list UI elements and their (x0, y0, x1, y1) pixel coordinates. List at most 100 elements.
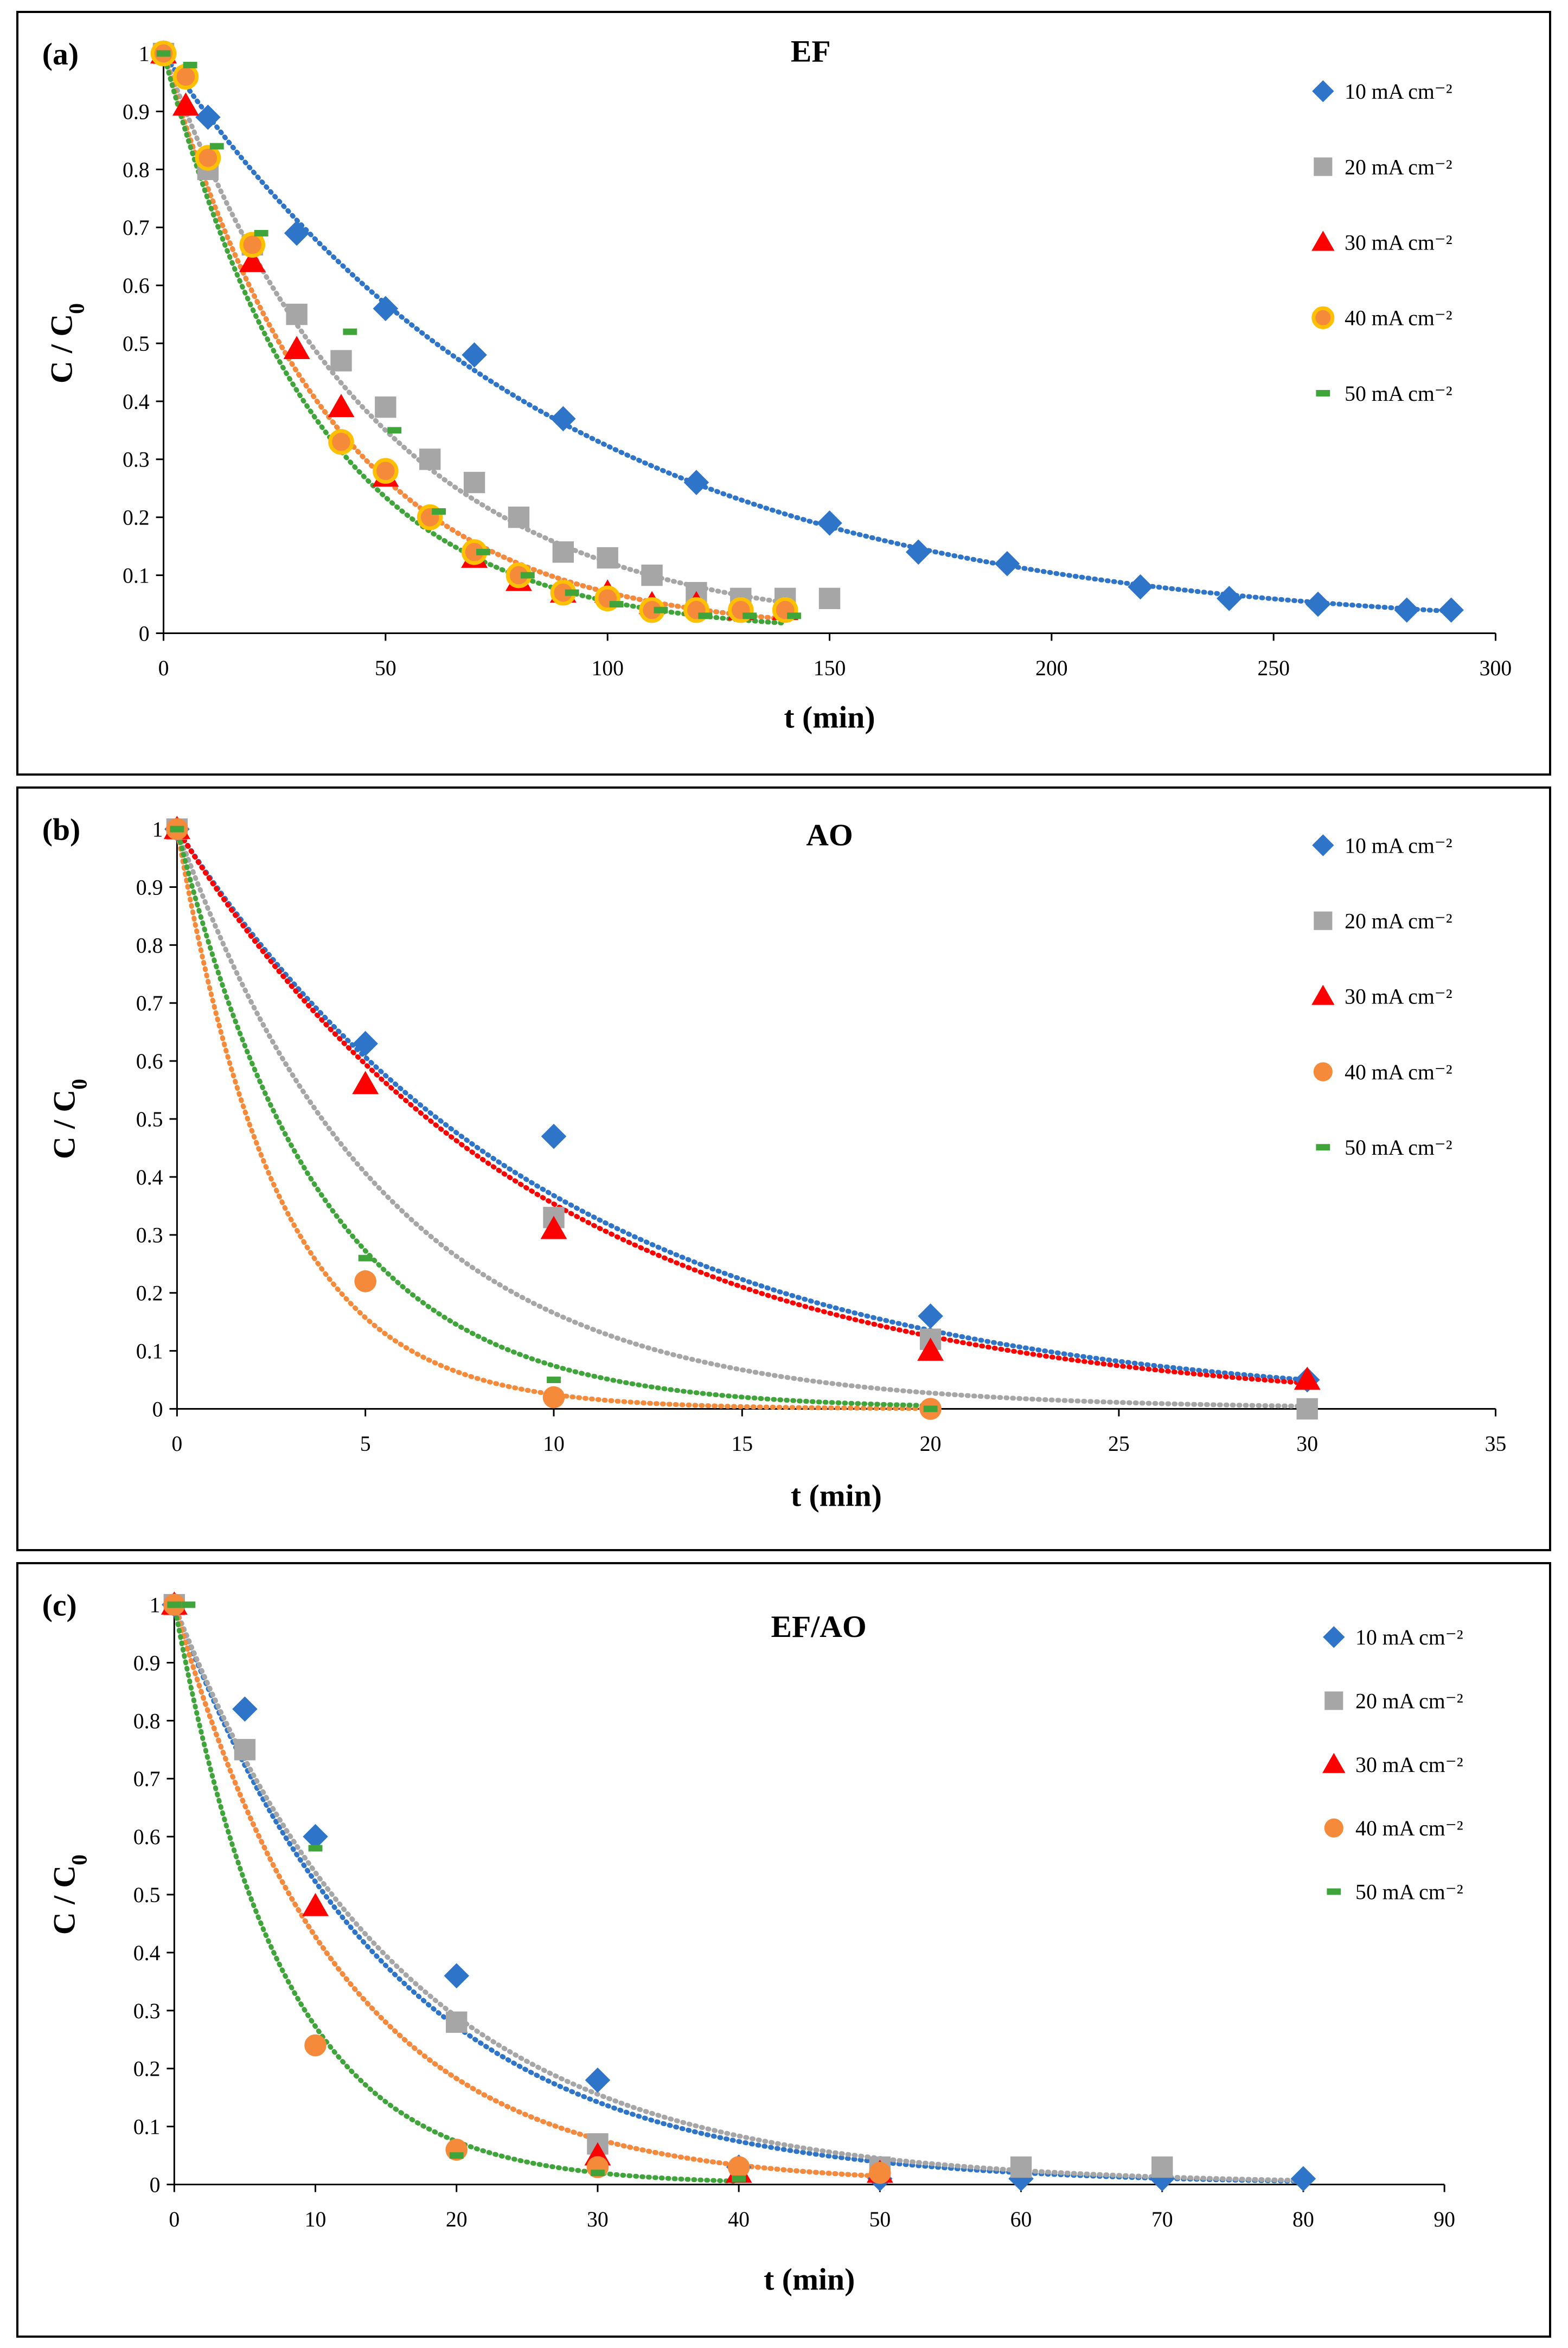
data-point (330, 350, 352, 372)
legend-label: 40 mA cm⁻² (1345, 306, 1452, 330)
legend-label: 20 mA cm⁻² (1355, 1690, 1463, 1713)
series-50 (167, 1601, 746, 2182)
chart-ef-ao: 0 10 20 30 40 50 60 70 80 90 0 0.1 0.2 0.3 0.4 0.5 0.6 0.… (42, 1588, 1463, 2296)
data-point (302, 1892, 329, 1916)
data-point (449, 2152, 464, 2159)
data-point (373, 458, 399, 484)
series-30 (161, 1591, 893, 2183)
legend-label: 20 mA cm⁻² (1345, 155, 1452, 179)
y-tick-label: 0.3 (123, 448, 150, 472)
legend-marker (1322, 1752, 1346, 1773)
y-tick-label: 0.8 (133, 1709, 161, 1733)
data-point (905, 539, 931, 565)
data-point (1294, 1366, 1321, 1390)
data-point (1010, 2156, 1032, 2178)
data-point (1394, 597, 1420, 623)
chart-title: EF (791, 34, 831, 68)
y-tick-label: 0.9 (123, 100, 150, 124)
x-axis-title: t (min) (784, 700, 875, 734)
legend-marker (1324, 1691, 1343, 1710)
data-point (542, 1386, 565, 1409)
x-tick-label: 60 (1010, 2208, 1032, 2231)
chart-title: AO (806, 818, 853, 852)
data-point (787, 612, 801, 619)
y-tick-label: 0.2 (136, 1282, 163, 1306)
data-point (172, 92, 199, 116)
legend-marker (1313, 1062, 1333, 1082)
y-tick-label: 0.2 (133, 2057, 161, 2081)
data-point (552, 541, 574, 563)
y-tick-label: 0.6 (136, 1050, 163, 1073)
legend-marker (1311, 984, 1335, 1005)
legend-label: 50 mA cm⁻² (1345, 1136, 1452, 1160)
series-30 (150, 40, 799, 620)
y-tick-label: 0.8 (123, 158, 150, 182)
series-50 (170, 826, 938, 1412)
legend-marker (1314, 157, 1333, 176)
chart-title: EF/AO (771, 1610, 867, 1644)
fit-curves (171, 1602, 1306, 2184)
y-tick-label: 0 (150, 2173, 161, 2197)
x-tick-label: 15 (731, 1432, 753, 1456)
legend-label: 30 mA cm⁻² (1355, 1753, 1463, 1777)
legend-label: 40 mA cm⁻² (1345, 1060, 1452, 1084)
fit-line-10 (174, 827, 1310, 1383)
series-40 (163, 1594, 891, 2184)
data-point (1290, 2166, 1316, 2192)
x-tick-label: 30 (587, 2208, 609, 2231)
data-point (195, 145, 221, 171)
x-tick-label: 0 (158, 656, 169, 680)
legend-marker (1312, 834, 1334, 856)
data-point (328, 394, 355, 417)
data-point (239, 248, 266, 272)
x-tick-label: 10 (543, 1432, 565, 1456)
data-point (353, 1031, 378, 1057)
fit-line-10 (171, 1602, 1306, 2184)
fit-line-20 (174, 827, 1310, 1409)
data-point (234, 1739, 256, 1761)
data-point (444, 1963, 469, 1989)
x-axis-title: t (min) (791, 1479, 882, 1513)
data-point (239, 232, 266, 258)
fit-line-20 (171, 1602, 1306, 2183)
x-tick-label: 90 (1433, 2208, 1455, 2231)
series-10 (164, 816, 1320, 1393)
x-tick-label: 50 (375, 656, 396, 680)
legend-marker (1324, 1818, 1343, 1838)
fit-line-30 (174, 827, 1310, 1386)
data-point (698, 612, 713, 619)
data-point (1149, 2166, 1175, 2192)
y-tick-label: 0.5 (136, 1108, 163, 1131)
y-tick-label: 0.9 (136, 875, 163, 899)
y-tick-label: 0.6 (133, 1825, 161, 1849)
y-tick-label: 0.8 (136, 933, 163, 957)
data-point (463, 471, 485, 494)
data-point (547, 1377, 561, 1383)
x-tick-label: 70 (1151, 2208, 1173, 2231)
y-tick-label: 0.7 (136, 991, 163, 1015)
data-point (375, 396, 396, 418)
legend-label: 10 mA cm⁻² (1345, 80, 1452, 104)
data-point (167, 1601, 182, 1608)
y-tick-label: 0.6 (123, 274, 150, 298)
data-point (283, 336, 310, 360)
y-tick-label: 0.1 (136, 1340, 163, 1364)
data-point (508, 507, 530, 528)
data-point (540, 1215, 567, 1239)
legend: 10 mA cm⁻² 20 mA cm⁻² 30 mA cm⁻² 40 mA cm⁻²… (1311, 834, 1452, 1160)
data-point (520, 572, 535, 579)
x-tick-label: 300 (1480, 656, 1512, 680)
series-20 (163, 1594, 1173, 2178)
fit-line-40 (171, 1602, 882, 2179)
y-axis-title: C / C0 (44, 303, 88, 383)
legend-marker (1312, 80, 1334, 103)
x-tick-label: 30 (1296, 1432, 1318, 1456)
data-point (541, 1123, 567, 1149)
x-tick-label: 10 (305, 2208, 327, 2231)
panel-b: 0 5 10 15 20 25 30 35 0 0.1 0.2 0.3 0.4 0.5 0.6 0.7 0.8 0… (16, 786, 1551, 1551)
series-20 (166, 818, 1318, 1420)
series-10 (162, 1592, 1316, 2192)
data-point (597, 547, 618, 569)
data-point (551, 406, 576, 432)
fit-line-30 (171, 1602, 882, 2179)
